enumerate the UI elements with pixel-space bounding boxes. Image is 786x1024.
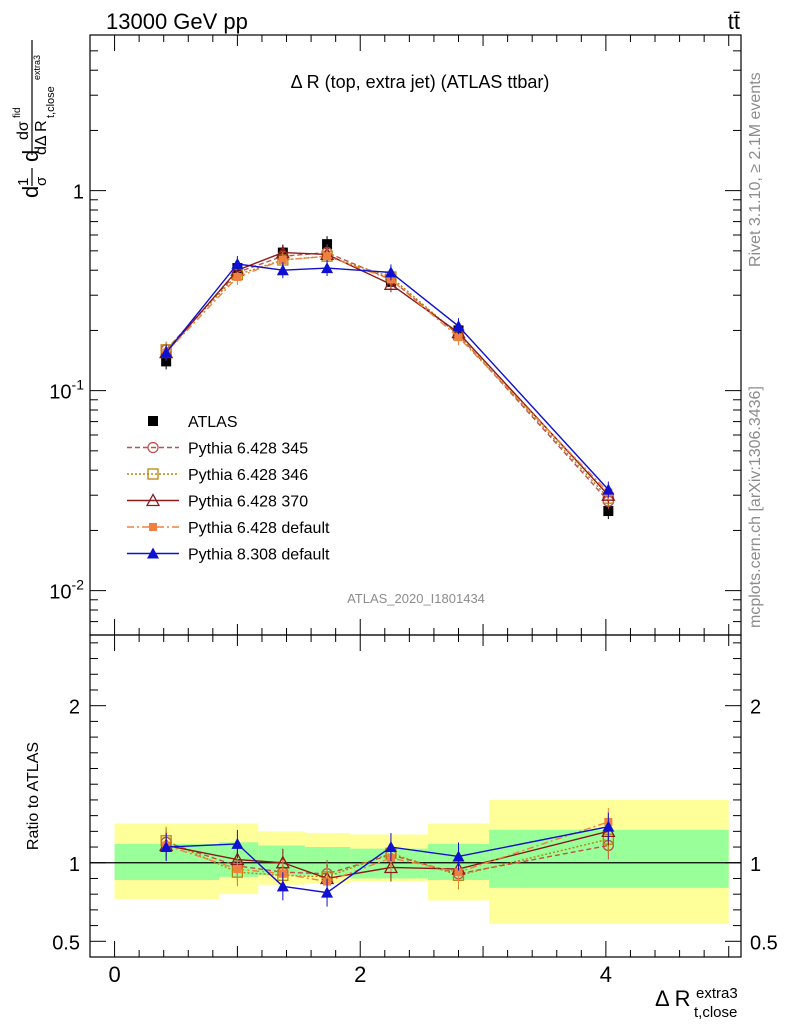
ratio-panel: 0 2 4 0.5 0.5 1 1 2 2	[52, 634, 778, 987]
analysis-label: ATLAS_2020_I1801434	[347, 591, 485, 606]
data-point	[322, 239, 333, 250]
series-pythia-8-308-default	[160, 255, 615, 498]
data-point	[276, 264, 289, 276]
data-point	[147, 547, 159, 559]
data-point	[147, 468, 159, 480]
data-point	[383, 860, 399, 874]
main-frame	[89, 34, 742, 636]
legend-label: Pythia 8.308 default	[188, 547, 330, 564]
data-point	[149, 523, 157, 531]
main-ylabel: d 1 σ d dσ fid dΔ R t,close extra3	[12, 40, 57, 198]
data-point	[278, 255, 287, 264]
svg-text:1: 1	[15, 178, 32, 186]
main-panel: 10-2 10-1 1	[49, 34, 742, 957]
y-tick-label: 10-2	[49, 577, 84, 604]
svg-text:fid: fid	[12, 107, 23, 118]
data-point	[321, 886, 334, 898]
data-point	[452, 320, 465, 332]
data-point	[148, 416, 158, 426]
ratio-y-tick-label-right: 1	[750, 854, 761, 876]
ratio-y-tick-label-right: 2	[750, 697, 761, 719]
svg-text:Δ R: Δ R	[655, 986, 690, 1011]
svg-text:t,close: t,close	[694, 1004, 737, 1021]
svg-text:σ: σ	[33, 176, 50, 186]
legend-label: Pythia 6.428 default	[188, 520, 330, 537]
svg-text:d: d	[18, 186, 43, 198]
process-label: tt̄	[728, 9, 740, 34]
data-point	[160, 346, 173, 358]
data-point	[321, 262, 334, 274]
x-axis-label: Δ R extra3 t,close	[655, 985, 738, 1021]
x-tick-label: 2	[354, 962, 366, 987]
data-point	[384, 841, 397, 853]
energy-label: 13000 GeV pp	[106, 9, 248, 34]
svg-text:extra3: extra3	[696, 985, 738, 1002]
data-point	[454, 333, 463, 342]
ratio-y-tick-label: 0.5	[52, 932, 80, 954]
legend-entry: Pythia 6.428 default	[127, 520, 330, 537]
legend: ATLAS Pythia 6.428 345 Pythia 6.428 346 Pyt…	[127, 414, 330, 564]
ratio-series-pythia-8-308-default	[160, 812, 615, 907]
data-point	[161, 356, 172, 367]
ratio-frame	[89, 634, 742, 958]
ratio-ylabel: Ratio to ATLAS	[25, 742, 42, 850]
data-point	[323, 252, 332, 261]
rivet-label: Rivet 3.1.10, ≥ 2.1M events	[747, 72, 764, 267]
data-point	[602, 820, 615, 832]
legend-label: Pythia 6.428 345	[188, 441, 308, 458]
data-point	[603, 506, 614, 517]
data-point	[145, 493, 161, 507]
data-point	[276, 880, 289, 892]
legend-entry: ATLAS	[148, 414, 238, 431]
legend-entry: Pythia 6.428 346	[127, 467, 308, 484]
legend-label: Pythia 6.428 370	[188, 494, 308, 511]
data-point	[231, 837, 244, 849]
data-point	[383, 276, 399, 290]
svg-text:dΔ R: dΔ R	[33, 120, 50, 155]
ratio-y-tick-label: 2	[69, 697, 80, 719]
data-point	[231, 257, 244, 269]
data-point	[384, 266, 397, 278]
svg-text:t,close: t,close	[45, 86, 57, 118]
ratio-y-tick-label: 1	[69, 854, 80, 876]
mcplots-label: mcplots.cern.ch [arXiv:1306.3436]	[747, 386, 764, 628]
data-point	[452, 850, 465, 862]
svg-text:extra3: extra3	[32, 55, 42, 80]
series-line	[165, 255, 609, 499]
ratio-y-tick-label-right: 0.5	[750, 932, 778, 954]
svg-text:dσ: dσ	[15, 121, 32, 140]
svg-text:d: d	[18, 150, 43, 162]
data-point	[454, 868, 463, 877]
data-point	[233, 272, 242, 281]
data-point	[602, 483, 615, 495]
y-tick-label: 10-1	[49, 377, 84, 404]
legend-entry: Pythia 8.308 default	[127, 547, 330, 564]
data-point	[160, 841, 173, 853]
data-point	[147, 441, 159, 454]
chart-title: Δ R (top, extra jet) (ATLAS ttbar)	[291, 72, 550, 92]
legend-entry: Pythia 6.428 345	[127, 441, 308, 458]
x-tick-label: 4	[600, 962, 612, 987]
legend-label: ATLAS	[188, 414, 238, 431]
data-point	[233, 865, 242, 874]
x-tick-label: 0	[108, 962, 120, 987]
legend-entry: Pythia 6.428 370	[127, 493, 308, 511]
y-tick-label: 1	[73, 182, 84, 204]
uncertainty-band-green	[489, 829, 729, 888]
legend-label: Pythia 6.428 346	[188, 467, 308, 484]
